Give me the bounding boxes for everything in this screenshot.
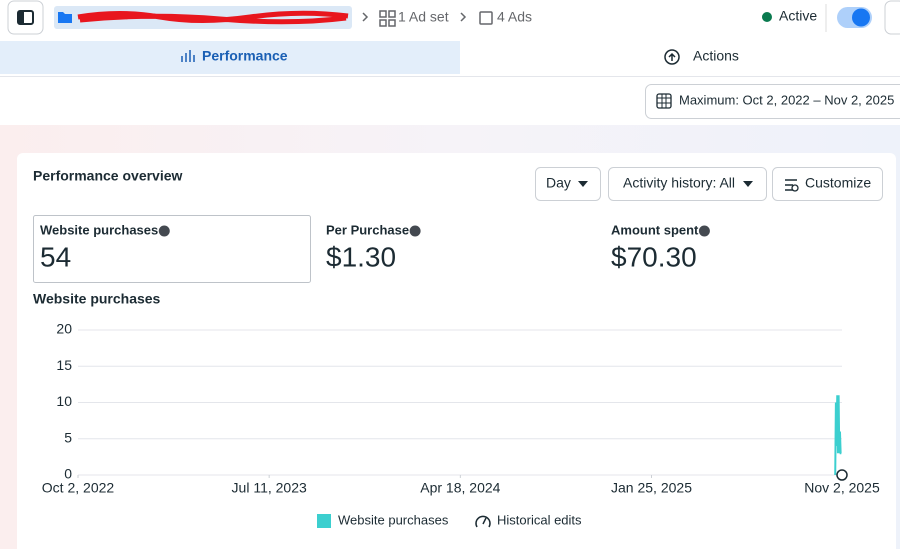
caret — [743, 181, 753, 187]
tab-active[interactable] — [0, 41, 460, 74]
metric-value: $70.30 — [611, 241, 697, 272]
series-line — [834, 395, 842, 476]
metric-value: $1.30 — [326, 241, 396, 272]
tab-label[interactable]: Performance — [202, 48, 288, 64]
calendar-icon — [657, 94, 671, 108]
legend-label: Historical edits — [497, 512, 582, 527]
metric-label: Website purchases — [40, 222, 158, 237]
performance-icon — [181, 50, 195, 62]
date-range[interactable]: Maximum: Oct 2, 2022 – Nov 2, 2025 — [679, 92, 894, 107]
metric-value: 54 — [40, 241, 71, 272]
y-tick-label: 0 — [64, 466, 72, 482]
y-tick-label: 20 — [56, 321, 72, 337]
control-label[interactable]: Day — [546, 175, 571, 191]
redaction — [77, 10, 349, 25]
x-tick-label: Jul 11, 2023 — [232, 480, 307, 496]
status: Active — [779, 8, 817, 24]
info-icon — [409, 225, 421, 237]
legend-swatch — [317, 514, 331, 528]
caret — [578, 181, 588, 187]
y-tick-label: 15 — [56, 357, 72, 373]
legend-label: Website purchases — [338, 512, 449, 527]
calendar-icon — [656, 93, 672, 109]
actions-icon — [668, 52, 676, 61]
customize-button[interactable] — [772, 167, 883, 201]
metric-selected[interactable] — [33, 215, 311, 283]
breadcrumb[interactable]: 1 Ad set — [398, 9, 449, 25]
legend-icon — [475, 515, 491, 528]
customize-icon — [785, 179, 797, 191]
toggle-knob — [852, 8, 870, 27]
date-range-button[interactable] — [645, 84, 900, 119]
status-dot — [762, 12, 772, 22]
ads-icon — [479, 11, 493, 25]
x-tick-label: Nov 2, 2025 — [804, 480, 880, 496]
chevron — [460, 12, 467, 22]
info-icon — [698, 225, 710, 237]
day-select[interactable] — [535, 167, 601, 201]
card-title: Performance overview — [33, 168, 183, 184]
folder-icon — [58, 12, 72, 23]
activity-select[interactable] — [608, 167, 767, 201]
y-tick-label: 5 — [64, 429, 72, 445]
edit-marker — [836, 469, 848, 481]
metric-label: Amount spent — [611, 222, 699, 237]
x-tick-label: Jan 25, 2025 — [611, 480, 692, 496]
customize-icon — [791, 184, 799, 192]
legend-icon — [482, 517, 487, 525]
sidebar-toggle[interactable] — [7, 0, 44, 35]
info-icon — [158, 225, 170, 237]
tab-label[interactable]: Actions — [693, 48, 739, 64]
adset-icon — [379, 10, 396, 27]
metric-label: Per Purchase — [326, 222, 409, 237]
chevron — [362, 12, 369, 22]
breadcrumb[interactable]: 4 Ads — [497, 9, 532, 25]
actions-icon — [664, 49, 680, 65]
y-tick-label: 10 — [56, 393, 72, 409]
chart-title: Website purchases — [33, 291, 161, 307]
more-button[interactable] — [884, 0, 900, 35]
control-label[interactable]: Activity history: All — [623, 175, 735, 191]
sidebar-icon — [18, 11, 24, 24]
x-tick-label: Apr 18, 2024 — [420, 480, 500, 496]
control-label[interactable]: Customize — [805, 175, 871, 191]
x-tick-label: Oct 2, 2022 — [42, 480, 115, 496]
